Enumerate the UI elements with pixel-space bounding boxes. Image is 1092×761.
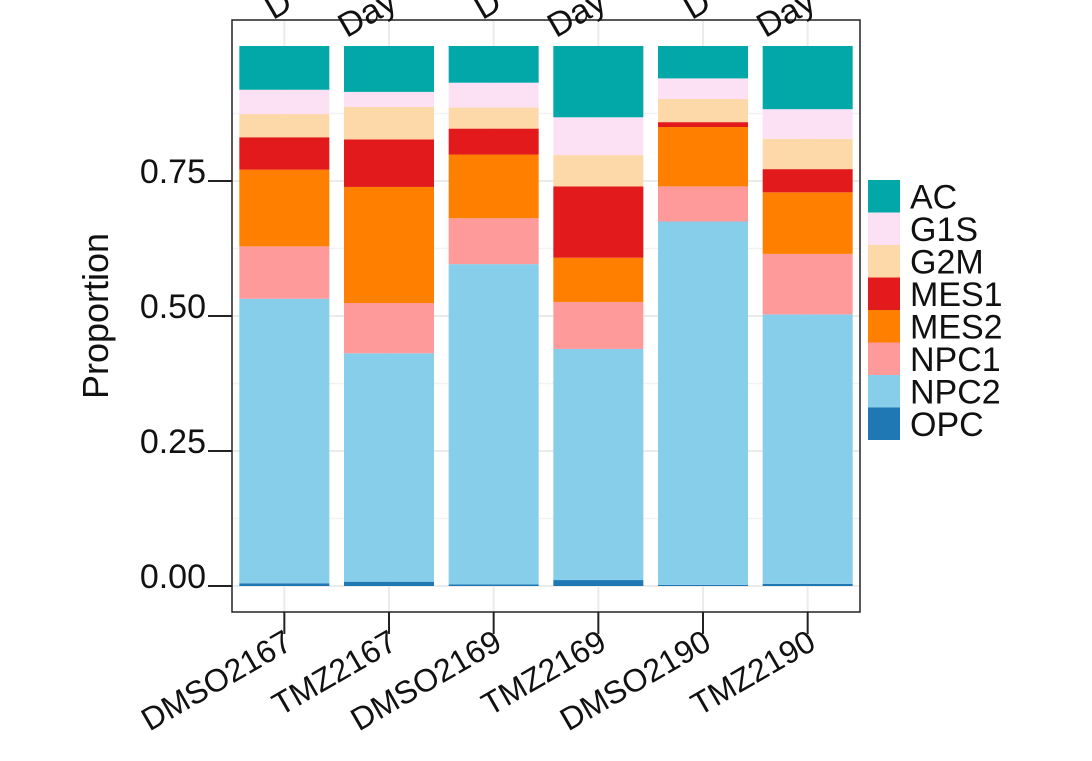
bar-segment-mes1-dmso2169 <box>448 128 539 155</box>
y-tick-label: 0.25 <box>140 423 206 461</box>
bar-segment-g2m-tmz2169 <box>553 155 644 187</box>
legend-label: NPC2 <box>910 374 1001 412</box>
top-partial-labels: D Day D Day D Day <box>258 0 822 45</box>
bar-segment-npc1-dmso2190 <box>658 186 748 222</box>
bar-segment-mes1-tmz2169 <box>553 186 644 258</box>
bar-segment-g1s-tmz2169 <box>553 117 644 156</box>
bar-segment-ac-dmso2169 <box>448 46 539 83</box>
bar-segment-ac-tmz2190 <box>762 46 853 110</box>
bar-segment-npc2-dmso2167 <box>239 298 330 584</box>
bar-segment-npc2-tmz2167 <box>344 353 434 582</box>
bar-segment-ac-dmso2167 <box>239 46 330 90</box>
bar-segment-npc1-tmz2167 <box>344 303 434 354</box>
bar-segment-mes2-dmso2169 <box>448 154 539 219</box>
top-partial-label: Day <box>332 0 403 45</box>
legend-swatch-g2m <box>868 245 900 278</box>
y-tick-label: 0.50 <box>140 288 206 326</box>
bar-segment-g1s-tmz2167 <box>344 91 434 108</box>
bar-segment-npc2-dmso2169 <box>448 264 539 585</box>
bar-segment-opc-dmso2169 <box>448 584 539 586</box>
top-partial-label: Day <box>750 0 821 45</box>
legend-label: NPC1 <box>910 341 1001 379</box>
bar-segment-npc1-dmso2169 <box>448 218 539 265</box>
bar-segment-g1s-dmso2190 <box>658 78 748 99</box>
legend-swatch-ac <box>868 180 900 213</box>
bar-segment-g2m-dmso2190 <box>658 98 748 123</box>
bar-segment-opc-dmso2167 <box>239 583 330 586</box>
y-tick-label: 0.00 <box>140 558 206 596</box>
legend-label: G1S <box>910 211 978 249</box>
bar-segment-g1s-dmso2169 <box>448 82 539 108</box>
bars <box>239 46 853 586</box>
legend-label: MES2 <box>910 309 1003 347</box>
bar-segment-mes1-dmso2190 <box>658 122 748 127</box>
bar-segment-npc2-dmso2190 <box>658 221 748 585</box>
bar-segment-g2m-dmso2169 <box>448 107 539 129</box>
bar-segment-mes2-tmz2190 <box>762 192 853 254</box>
bar-segment-mes1-tmz2167 <box>344 139 434 187</box>
bar-segment-ac-tmz2167 <box>344 46 434 92</box>
bar-segment-mes2-dmso2167 <box>239 169 330 247</box>
legend-swatch-mes1 <box>868 277 900 310</box>
bar-segment-npc1-tmz2169 <box>553 301 644 349</box>
y-tick-label: 0.75 <box>140 153 206 191</box>
bar-segment-npc1-tmz2190 <box>762 253 853 315</box>
bar-segment-mes1-dmso2167 <box>239 137 330 170</box>
bar-segment-g2m-tmz2190 <box>762 138 853 170</box>
legend-label: MES1 <box>910 276 1003 314</box>
legend-swatch-opc <box>868 407 900 440</box>
legend-label: AC <box>910 179 957 217</box>
top-partial-label: D <box>258 0 298 27</box>
bar-segment-g1s-dmso2167 <box>239 89 330 115</box>
bar-segment-g2m-dmso2167 <box>239 114 330 138</box>
y-axis-label: Proportion <box>75 233 116 399</box>
bar-segment-npc2-tmz2169 <box>553 348 644 581</box>
top-partial-label: D <box>677 0 717 27</box>
legend-swatch-npc1 <box>868 342 900 375</box>
x-tick-label: DMSO2167 <box>135 623 298 738</box>
top-partial-label: Day <box>541 0 612 45</box>
bar-segment-mes2-dmso2190 <box>658 127 748 187</box>
bar-segment-opc-tmz2190 <box>762 583 853 586</box>
bar-segment-opc-tmz2167 <box>344 581 434 586</box>
bar-segment-ac-tmz2169 <box>553 46 644 118</box>
bar-segment-npc2-tmz2190 <box>762 314 853 584</box>
bar-segment-mes1-tmz2190 <box>762 169 853 193</box>
bar-segment-opc-tmz2169 <box>553 580 644 586</box>
bar-segment-opc-dmso2190 <box>658 584 748 586</box>
y-axis: 0.00 0.25 0.50 0.75 <box>140 153 232 596</box>
legend-swatch-mes2 <box>868 310 900 343</box>
bar-segment-mes2-tmz2167 <box>344 186 434 304</box>
legend-label: OPC <box>910 406 984 444</box>
bar-segment-mes2-tmz2169 <box>553 257 644 302</box>
x-axis: DMSO2167TMZ2167DMSO2169TMZ2169DMSO2190TM… <box>135 612 821 738</box>
legend-swatch-npc2 <box>868 375 900 408</box>
bar-segment-g2m-tmz2167 <box>344 107 434 140</box>
bar-segment-ac-dmso2190 <box>658 46 748 79</box>
bar-segment-g1s-tmz2190 <box>762 109 853 139</box>
legend-swatch-g1s <box>868 212 900 245</box>
bar-segment-npc1-dmso2167 <box>239 246 330 299</box>
legend-label: G2M <box>910 244 984 282</box>
top-partial-label: D <box>467 0 507 27</box>
